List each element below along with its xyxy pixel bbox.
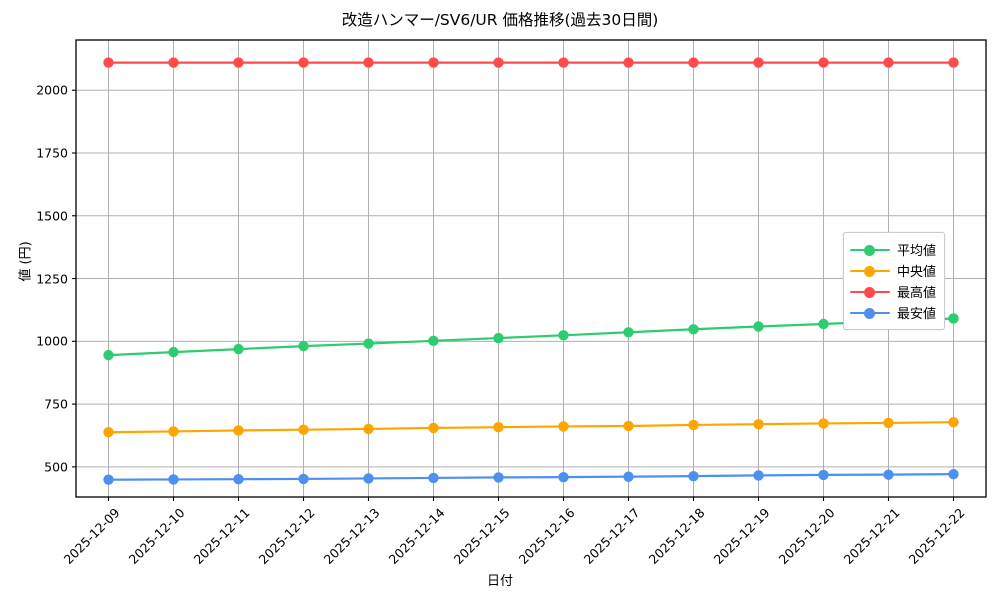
data-point (493, 57, 504, 68)
legend-swatch-icon (850, 243, 890, 257)
y-tick-label: 1500 (36, 208, 68, 224)
data-point (558, 330, 569, 341)
data-point (428, 472, 439, 484)
data-point (168, 426, 179, 437)
legend-swatch-icon (850, 285, 890, 299)
data-point (493, 332, 504, 344)
data-point (818, 469, 829, 481)
legend-item-3[interactable]: 最安値 (850, 302, 936, 323)
data-point (623, 420, 634, 432)
data-point (233, 57, 244, 68)
legend-box: 平均値中央値最高値最安値 (843, 232, 946, 330)
data-point (493, 472, 504, 483)
data-point (753, 470, 764, 481)
data-point (883, 57, 894, 68)
data-point (363, 338, 374, 349)
data-point (688, 324, 699, 335)
data-point (558, 471, 569, 483)
series-line-0 (103, 313, 959, 361)
legend-swatch-icon (850, 264, 890, 278)
data-point (623, 327, 634, 338)
data-point (688, 419, 699, 431)
data-point (298, 340, 309, 352)
data-point (363, 473, 374, 484)
data-point (168, 346, 179, 358)
data-point (948, 313, 959, 324)
data-point (168, 57, 179, 68)
data-point (363, 57, 374, 68)
data-point (233, 473, 244, 485)
series-line-2 (103, 57, 959, 68)
data-point (883, 417, 894, 429)
data-point (103, 57, 114, 68)
data-point (298, 473, 309, 485)
legend-label: 中央値 (897, 265, 937, 280)
legend-swatch-icon (850, 306, 890, 320)
data-point (948, 468, 959, 480)
data-point (818, 418, 829, 429)
data-point (103, 474, 114, 485)
data-point (623, 57, 634, 68)
y-tick-label: 1750 (36, 145, 68, 161)
legend-label: 最安値 (897, 307, 937, 322)
legend-item-0[interactable]: 平均値 (850, 239, 936, 260)
data-point (753, 321, 764, 332)
data-point (948, 57, 959, 68)
data-point (298, 424, 309, 435)
legend-label: 最高値 (897, 286, 937, 301)
legend-item-2[interactable]: 最高値 (850, 281, 936, 302)
data-point (298, 57, 309, 68)
data-point (688, 470, 699, 482)
data-point (818, 318, 829, 330)
data-point (428, 57, 439, 68)
data-point (103, 349, 114, 361)
legend-item-1[interactable]: 中央値 (850, 260, 936, 281)
data-point (818, 57, 829, 68)
y-tick-label: 750 (44, 396, 68, 412)
y-tick-label: 1250 (36, 271, 68, 287)
data-point (103, 427, 114, 438)
data-point (168, 474, 179, 485)
series-line-3 (103, 468, 959, 485)
data-point (558, 421, 569, 432)
data-point (428, 422, 439, 434)
chart-title: 改造ハンマー/SV6/UR 価格推移(過去30日間) (341, 11, 659, 29)
data-point (948, 416, 959, 428)
data-point (428, 335, 439, 347)
data-point (233, 425, 244, 436)
y-tick-label: 2000 (36, 82, 68, 98)
series-line-1 (103, 416, 959, 438)
data-point (688, 57, 699, 68)
data-point (753, 57, 764, 68)
data-point (883, 469, 894, 480)
legend-label: 平均値 (897, 244, 937, 259)
data-point (493, 421, 504, 433)
data-point (558, 57, 569, 68)
data-point (753, 418, 764, 430)
data-point (623, 471, 634, 482)
data-point (363, 423, 374, 435)
x-axis-label: 日付 (486, 574, 513, 589)
y-tick-label: 500 (44, 459, 68, 475)
data-point (233, 343, 244, 355)
y-tick-label: 1000 (36, 333, 68, 349)
